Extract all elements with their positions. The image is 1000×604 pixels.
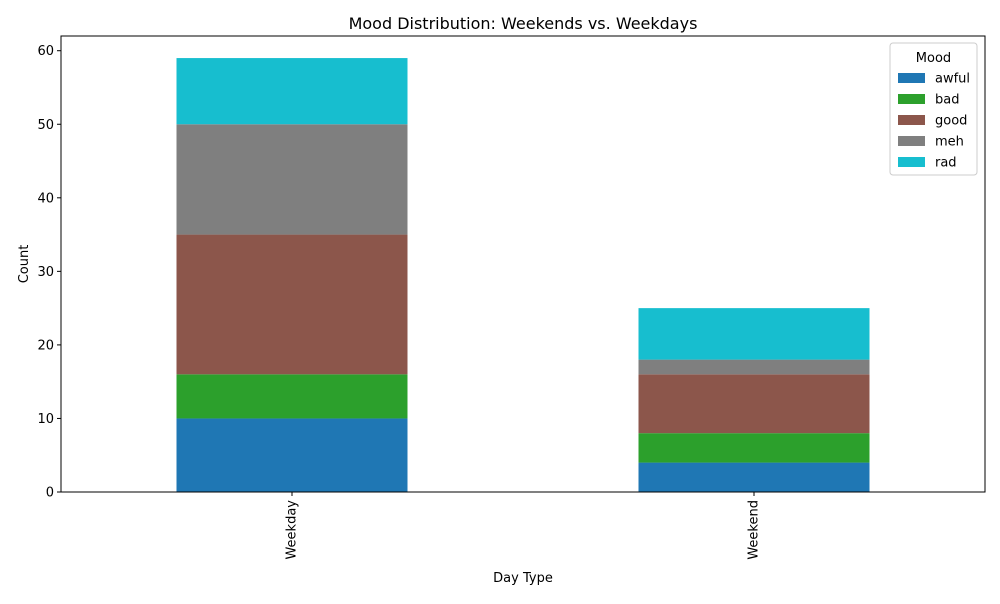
legend-swatch-meh <box>898 136 925 146</box>
bar-good-weekday <box>176 234 408 375</box>
y-axis: 0 10 20 30 40 50 60 <box>37 44 61 501</box>
legend-swatch-good <box>898 115 925 125</box>
plot-frame <box>60 35 986 493</box>
x-tick-label-weekend: Weekend <box>747 500 762 560</box>
y-tick-label: 60 <box>37 44 54 59</box>
chart-title: Mood Distribution: Weekends vs. Weekdays <box>349 14 698 33</box>
legend-label-bad: bad <box>935 93 959 108</box>
y-tick-label: 0 <box>46 486 54 501</box>
legend-items: awful bad good meh rad <box>898 72 970 171</box>
bar-awful-weekday <box>176 418 408 492</box>
y-tick-label: 50 <box>37 118 54 133</box>
y-axis-title: Count <box>17 245 32 284</box>
legend-label-meh: meh <box>935 135 964 150</box>
legend-swatch-bad <box>898 94 925 104</box>
y-tick-label: 40 <box>37 191 54 206</box>
x-axis: Weekday Weekend <box>285 492 762 560</box>
legend-label-rad: rad <box>935 156 957 171</box>
legend-swatch-awful <box>898 73 925 83</box>
bar-awful-weekend <box>638 462 870 492</box>
legend: Mood awful bad good meh rad <box>889 42 978 176</box>
x-tick-label-weekday: Weekday <box>285 500 300 560</box>
bar-rad-weekend <box>638 308 870 360</box>
bar-good-weekend <box>638 374 870 434</box>
y-tick-label: 20 <box>37 338 54 353</box>
bar-bad-weekend <box>638 433 870 463</box>
x-axis-title: Day Type <box>493 571 553 586</box>
bar-bad-weekday <box>176 374 408 419</box>
legend-title: Mood <box>916 51 951 66</box>
legend-label-good: good <box>935 114 967 129</box>
bar-meh-weekday <box>176 124 408 235</box>
bars-layer <box>176 58 870 492</box>
y-tick-label: 30 <box>37 265 54 280</box>
y-tick-label: 10 <box>37 412 54 427</box>
bar-rad-weekday <box>176 58 408 125</box>
legend-label-awful: awful <box>935 72 970 87</box>
legend-swatch-rad <box>898 157 925 167</box>
bar-meh-weekend <box>638 359 870 375</box>
